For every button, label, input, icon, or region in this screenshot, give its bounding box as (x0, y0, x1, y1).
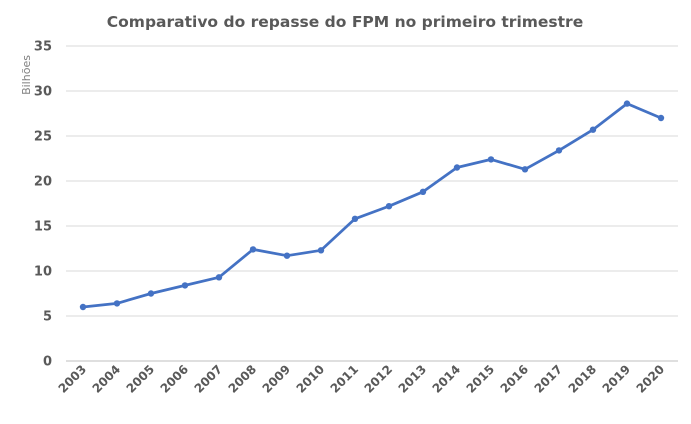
gridlines (66, 45, 678, 362)
y-axis-ticks: 0 5 10 15 20 25 30 35 (34, 40, 52, 370)
x-tick-label: 2004 (90, 362, 124, 396)
x-tick-label: 2007 (192, 362, 226, 396)
data-point (487, 156, 495, 163)
y-tick-label: 10 (34, 265, 52, 280)
data-point (317, 247, 325, 254)
x-tick-label: 2014 (430, 362, 464, 396)
data-point (521, 166, 529, 173)
x-tick-label: 2017 (532, 362, 566, 396)
x-tick-label: 2006 (158, 362, 192, 396)
series-group (79, 100, 665, 311)
data-point (385, 203, 393, 210)
x-tick-label: 2020 (634, 362, 668, 396)
y-tick-label: 5 (43, 310, 52, 325)
data-point (181, 282, 189, 289)
data-point (419, 188, 427, 195)
x-tick-label: 2003 (56, 362, 90, 396)
data-point (589, 126, 597, 133)
y-tick-label: 15 (34, 220, 52, 235)
series-line (81, 102, 663, 309)
data-point (555, 147, 563, 154)
data-point (623, 100, 631, 107)
data-point (249, 246, 257, 253)
data-point (147, 290, 155, 297)
y-tick-label: 25 (34, 130, 52, 145)
data-point (657, 114, 665, 122)
x-tick-label: 2005 (124, 362, 158, 396)
data-point (79, 303, 87, 311)
x-tick-label: 2008 (226, 362, 260, 396)
y-tick-label: 30 (34, 85, 52, 100)
x-tick-label: 2018 (566, 362, 600, 396)
x-tick-label: 2016 (498, 362, 532, 396)
x-tick-label: 2010 (294, 362, 328, 396)
x-tick-label: 2015 (464, 362, 498, 396)
x-tick-label: 2011 (328, 362, 362, 396)
x-tick-label: 2013 (396, 362, 430, 396)
chart-title: Comparativo do repasse do FPM no primeir… (107, 13, 583, 31)
x-tick-label: 2019 (600, 362, 634, 396)
y-axis-label: Bilhões (20, 55, 33, 95)
x-tick-label: 2012 (362, 362, 396, 396)
data-point (453, 164, 461, 171)
data-point (283, 252, 291, 259)
y-tick-label: 0 (43, 355, 52, 370)
x-axis-ticks: 2003 2004 2005 2006 2007 2008 2009 2010 2011 2012… (56, 362, 668, 396)
data-point (113, 300, 121, 307)
y-tick-label: 35 (34, 40, 52, 55)
data-point (215, 274, 223, 281)
x-tick-label: 2009 (260, 362, 294, 396)
y-tick-label: 20 (34, 175, 52, 190)
data-point (351, 215, 359, 222)
